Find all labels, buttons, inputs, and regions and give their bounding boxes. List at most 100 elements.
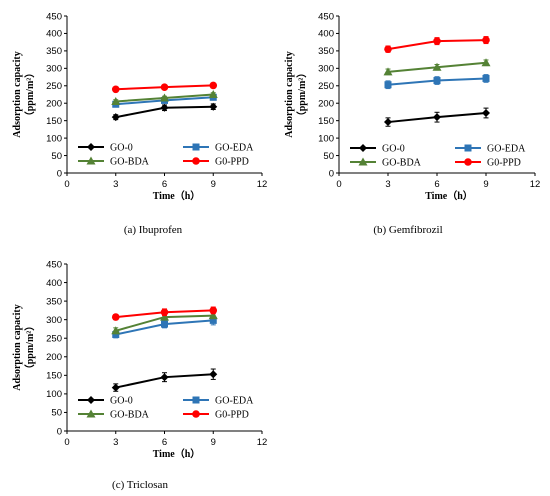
x-tick-label: 6	[434, 179, 439, 190]
y-tick-label: 350	[46, 46, 62, 57]
legend: GO-0 GO-EDA GO-BDA G0-PPD	[78, 143, 254, 168]
data-point	[209, 81, 218, 90]
y-tick-label: 50	[51, 151, 62, 162]
x-tick-label: 6	[162, 179, 167, 190]
data-point	[482, 108, 490, 117]
y-tick-label: 250	[318, 81, 334, 92]
legend-label: GO-BDA	[110, 410, 150, 421]
x-tick-label: 0	[336, 179, 341, 190]
data-point	[482, 36, 490, 44]
legend: GO-0 GO-EDA GO-BDA G0-PPD	[78, 396, 254, 421]
series-g0-ppd	[111, 81, 218, 94]
data-point	[209, 306, 218, 315]
x-tick-label: 9	[483, 179, 488, 190]
data-point	[111, 85, 120, 94]
y-axis-title-line1: Adsorption capacity	[284, 51, 295, 137]
legend-marker	[86, 156, 96, 165]
y-tick-label: 250	[46, 334, 62, 345]
x-tick-label: 3	[113, 437, 118, 448]
y-tick-label: 400	[318, 29, 334, 40]
x-tick-label: 6	[162, 437, 167, 448]
legend-label: GO-EDA	[215, 396, 254, 407]
legend-item-go-eda: GO-EDA	[455, 144, 526, 155]
legend-item-g0-ppd: G0-PPD	[183, 157, 249, 168]
legend-marker	[192, 396, 200, 404]
data-point	[384, 118, 392, 127]
data-point	[111, 383, 120, 392]
panel-caption: (b) Gemfibrozil	[373, 224, 442, 236]
data-point	[433, 113, 441, 122]
chart-panel-3: 0 50 100 150 200 250 300 350 400 450 0 3 6 9 12 Time（h）…	[12, 259, 267, 491]
data-point	[208, 90, 218, 98]
series-g0-ppd	[384, 36, 490, 53]
legend-label: GO-EDA	[215, 143, 254, 154]
y-tick-label: 100	[46, 133, 62, 144]
series-go-0	[111, 102, 218, 122]
legend-marker	[192, 410, 200, 418]
panel-caption: (c) Triclosan	[112, 479, 168, 491]
legend-label: GO-0	[110, 143, 133, 154]
y-tick-label: 100	[318, 133, 334, 144]
data-point	[209, 102, 218, 111]
legend-marker	[464, 158, 472, 166]
x-tick-label: 3	[113, 179, 118, 190]
data-point	[160, 312, 169, 321]
legend-item-g0-ppd: G0-PPD	[183, 410, 249, 421]
y-tick-label: 200	[46, 352, 62, 363]
x-tick-label: 9	[211, 179, 216, 190]
y-tick-label: 50	[51, 408, 62, 419]
series-go-eda	[112, 315, 217, 339]
x-axis-title: Time（h）	[425, 189, 473, 202]
y-tick-label: 50	[323, 151, 334, 162]
x-tick-label: 12	[530, 179, 541, 190]
legend-item-go-bda: GO-BDA	[78, 156, 150, 168]
panel-caption: (a) Ibuprofen	[124, 224, 183, 236]
legend-marker	[359, 144, 367, 152]
data-point	[209, 316, 217, 324]
data-point	[209, 370, 218, 379]
y-axis-title-line1: Adsorption capacity	[12, 51, 23, 137]
y-tick-label: 450	[46, 11, 62, 22]
x-tick-label: 12	[257, 437, 268, 448]
legend-item-go-eda: GO-EDA	[183, 143, 254, 154]
data-point	[432, 62, 442, 71]
data-point	[160, 373, 169, 382]
y-tick-label: 200	[46, 99, 62, 110]
series-go-eda	[384, 74, 490, 90]
legend-item-go-bda: GO-BDA	[350, 157, 422, 169]
legend-marker	[358, 157, 368, 166]
legend-label: GO-0	[382, 144, 405, 155]
data-point	[208, 311, 218, 320]
series-go-bda	[383, 58, 491, 76]
legend-marker	[464, 144, 472, 152]
legend-marker	[87, 143, 95, 151]
series-go-bda	[111, 90, 218, 105]
x-tick-label: 3	[385, 179, 390, 190]
y-tick-label: 300	[46, 315, 62, 326]
y-tick-label: 0	[329, 168, 334, 179]
legend-item-go-0: GO-0	[78, 396, 133, 407]
y-tick-label: 150	[318, 116, 334, 127]
data-point	[384, 45, 392, 53]
data-point	[384, 81, 392, 89]
data-point	[160, 83, 169, 91]
legend-marker	[192, 143, 200, 151]
data-point	[112, 331, 120, 339]
y-tick-label: 300	[318, 64, 334, 75]
y-tick-label: 200	[318, 99, 334, 110]
y-tick-label: 0	[57, 426, 62, 437]
series-g0-ppd	[111, 306, 218, 321]
y-tick-label: 300	[46, 64, 62, 75]
data-point	[433, 77, 441, 85]
y-tick-label: 350	[46, 296, 62, 307]
legend-label: GO-BDA	[110, 157, 150, 168]
y-tick-label: 350	[318, 46, 334, 57]
x-tick-label: 12	[257, 179, 268, 190]
legend-label: G0-PPD	[215, 410, 249, 421]
series-go-0	[384, 107, 490, 127]
y-tick-label: 400	[46, 278, 62, 289]
y-axis-title-line1: Adsorption capacity	[12, 304, 23, 390]
legend-label: G0-PPD	[487, 158, 521, 169]
legend-label: GO-EDA	[487, 144, 526, 155]
